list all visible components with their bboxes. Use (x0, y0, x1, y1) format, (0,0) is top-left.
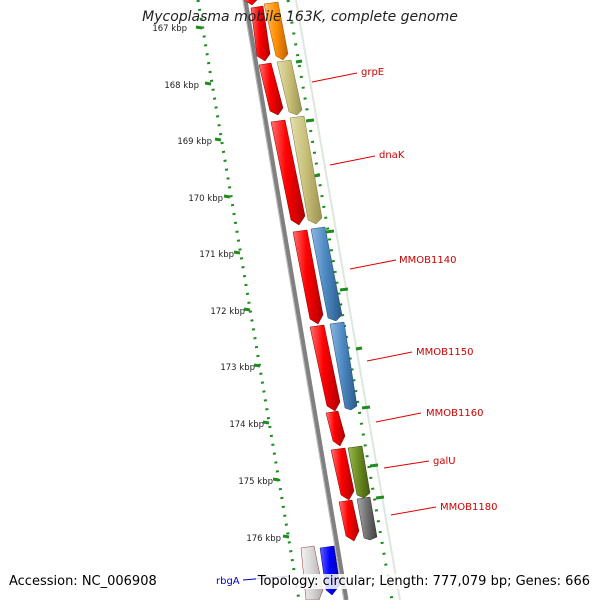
MMOB1160-leader-line (375, 412, 422, 423)
gene-feature-arrows (263, 1, 378, 596)
outer-ring-dash (361, 405, 371, 410)
outer-ring-dashes (295, 59, 385, 500)
gene-arrow[interactable] (338, 499, 360, 542)
ruler-tick-mark (233, 250, 241, 255)
outer-ring-dash (295, 59, 303, 64)
outer-feature-ring-shadow (295, 0, 401, 600)
MMOB1140-leader-line (349, 259, 397, 270)
ruler-label-170: 170 kbp (188, 194, 223, 204)
outer-ring-dash (325, 229, 335, 234)
gene-arrow[interactable] (243, 0, 258, 6)
ruler-tick-mark (262, 420, 270, 425)
gene-arrow[interactable] (270, 119, 306, 226)
ruler-tick-mark (204, 81, 212, 86)
outer-ring-dash (375, 495, 385, 500)
ruler-tick-mark (195, 25, 203, 30)
ruler-label-171: 171 kbp (199, 250, 234, 260)
dnaK-leader-line (329, 155, 376, 166)
ruler-tick-mark (243, 307, 251, 312)
ruler-tick-mark (282, 534, 290, 539)
gene-label-rbgA[interactable]: rbgA (216, 576, 240, 587)
map-title: Mycoplasma mobile 163K, complete genome (142, 9, 458, 25)
ruler-tick-mark (214, 137, 222, 142)
outer-ring-dash (339, 287, 349, 292)
gene-arrow[interactable] (309, 324, 341, 412)
outer-feature-ring (286, 0, 394, 600)
ruler-label-176: 176 kbp (246, 534, 281, 544)
gene-label-MMOB1140[interactable]: MMOB1140 (399, 255, 456, 266)
ruler-label-167: 167 kbp (152, 24, 187, 34)
outer-ring-dash (305, 118, 315, 123)
ruler-label-169: 169 kbp (177, 137, 212, 147)
accession-text: Accession: NC_006908 (7, 574, 159, 589)
gene-arrow-faded[interactable] (300, 545, 324, 600)
gene-label-MMOB1150[interactable]: MMOB1150 (416, 347, 473, 358)
grpE-feature-arrow[interactable] (276, 59, 303, 116)
MMOB1180-leader-line (390, 506, 437, 516)
outer-ring-dash (313, 173, 321, 178)
grpE-top-feature[interactable] (263, 1, 289, 61)
galU-feature-arrow[interactable] (347, 445, 371, 499)
gene-label-grpE[interactable]: grpE (361, 67, 384, 78)
ruler-tick-mark (272, 477, 280, 482)
ruler-tick-mark (253, 363, 261, 368)
gene-arrow[interactable] (250, 5, 271, 62)
dnaK-feature-arrow[interactable] (289, 115, 323, 225)
genome-backbone-highlight (242, 0, 345, 600)
gene-arrow[interactable] (258, 62, 284, 116)
topology-text: Topology: circular; Length: 777,079 bp; … (255, 574, 592, 589)
ruler-tick-marks (195, 25, 290, 539)
gene-arrow[interactable] (292, 229, 324, 325)
genome-backbone (242, 0, 349, 600)
MMOB1140-feature-arrow[interactable] (310, 226, 343, 322)
ruler-label-175: 175 kbp (238, 477, 273, 487)
ruler-label-174: 174 kbp (229, 420, 264, 430)
gene-label-dnaK[interactable]: dnaK (379, 150, 405, 161)
gene-arrow[interactable] (325, 410, 346, 447)
ruler-tick-mark (223, 194, 231, 199)
outer-ring-dash (355, 346, 363, 351)
gene-label-galU[interactable]: galU (433, 456, 456, 467)
MMOB1180-feature-arrow[interactable] (356, 496, 378, 541)
gene-label-MMOB1180[interactable]: MMOB1180 (440, 502, 497, 513)
MMOB1150-leader-line (366, 351, 413, 362)
galU-leader-line (383, 460, 430, 469)
outer-ring-dash (369, 463, 379, 468)
ruler-label-173: 173 kbp (220, 363, 255, 373)
MMOB1150-feature-arrow[interactable] (329, 321, 358, 411)
grpE-leader-line (311, 72, 358, 83)
ruler-label-172: 172 kbp (210, 307, 245, 317)
ruler-label-168: 168 kbp (164, 81, 199, 91)
gene-arrow[interactable] (330, 447, 355, 501)
gene-label-MMOB1160[interactable]: MMOB1160 (426, 408, 483, 419)
